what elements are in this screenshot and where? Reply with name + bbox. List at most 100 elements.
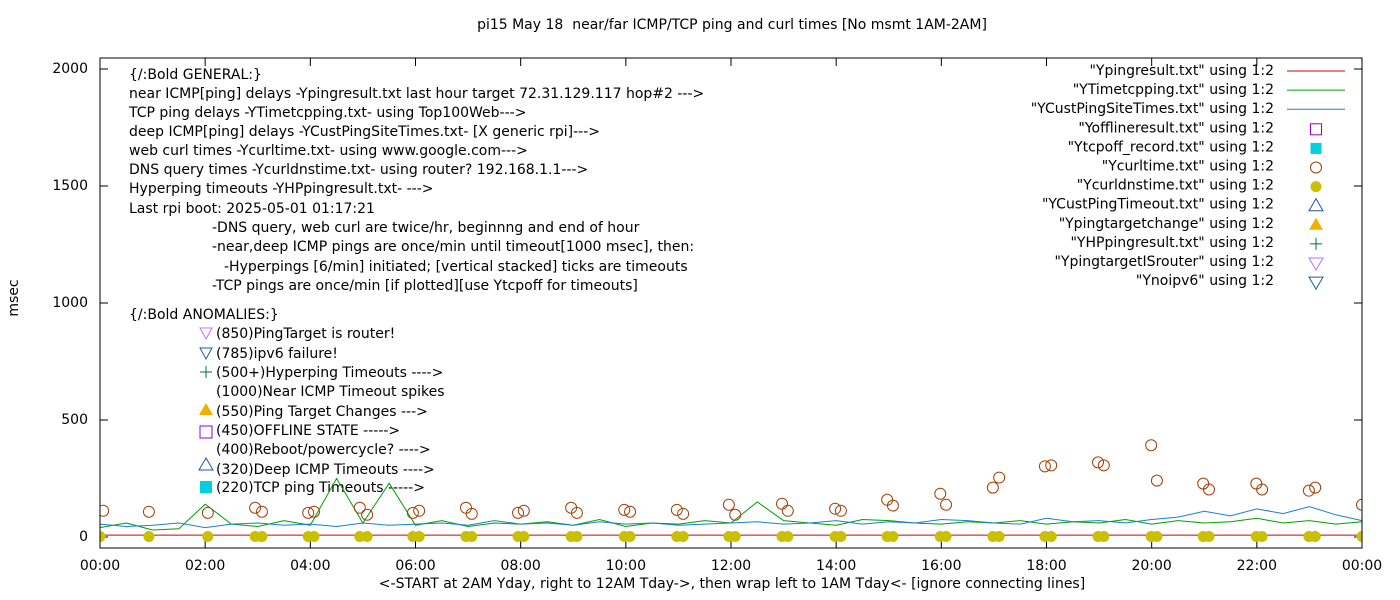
x-tick-label: 02:00 bbox=[185, 558, 225, 574]
data-point bbox=[142, 505, 155, 518]
series-line bbox=[100, 506, 1362, 529]
data-point bbox=[466, 531, 478, 543]
annotation: (1000)Near ICMP Timeout spikes bbox=[216, 384, 445, 400]
annotation: (500+)Hyperping Timeouts ----> bbox=[216, 365, 443, 381]
data-point bbox=[729, 531, 741, 543]
legend-swatch bbox=[1310, 142, 1322, 154]
legend-swatch bbox=[1310, 181, 1322, 193]
data-point bbox=[677, 531, 689, 543]
x-tick-label: 18:00 bbox=[1026, 558, 1066, 574]
data-point bbox=[512, 506, 525, 519]
data-point bbox=[624, 531, 636, 543]
data-point bbox=[255, 505, 268, 518]
data-point bbox=[835, 531, 847, 543]
data-point bbox=[413, 531, 425, 543]
x-tick-label: 00:00 bbox=[1342, 558, 1382, 574]
data-point bbox=[100, 504, 110, 517]
data-point bbox=[940, 498, 953, 511]
annotation: DNS query times -Ycurldnstime.txt- using… bbox=[129, 162, 588, 178]
icon-router bbox=[199, 327, 213, 341]
legend-label: "Ypingtargetchange" using 1:2 bbox=[1059, 216, 1274, 232]
annotation: near ICMP[ping] delays -Ypingresult.txt … bbox=[129, 86, 704, 102]
data-point bbox=[887, 531, 899, 543]
legend-swatch bbox=[1310, 237, 1322, 250]
data-point bbox=[834, 504, 847, 517]
data-point bbox=[249, 501, 262, 514]
annotation: (785)ipv6 failure! bbox=[216, 346, 338, 362]
data-point bbox=[722, 498, 735, 511]
legend-label: "YHPpingresult.txt" using 1:2 bbox=[1070, 235, 1274, 251]
legend: "Ypingresult.txt" using 1:2 "YTimetcpping… bbox=[1031, 63, 1345, 291]
annotation: -Hyperpings [6/min] initiated; [vertical… bbox=[224, 259, 688, 275]
data-point bbox=[1092, 456, 1105, 469]
annotation: {/:Bold ANOMALIES:} bbox=[129, 307, 279, 323]
data-point bbox=[1356, 531, 1362, 543]
data-point bbox=[677, 507, 690, 520]
data-point bbox=[353, 501, 366, 514]
data-point bbox=[618, 503, 631, 516]
legend-swatch bbox=[1308, 197, 1324, 212]
data-point bbox=[570, 506, 583, 519]
legend-swatch bbox=[1308, 257, 1324, 271]
x-tick-label: 04:00 bbox=[290, 558, 330, 574]
annotation: (320)Deep ICMP Timeouts ----> bbox=[216, 462, 435, 478]
y-tick-label: 1500 bbox=[52, 178, 88, 194]
data-point bbox=[986, 481, 999, 494]
legend-label: "YCustPingSiteTimes.txt" using 1:2 bbox=[1031, 101, 1274, 117]
legend-label: "YCustPingTimeout.txt" using 1:2 bbox=[1042, 197, 1274, 213]
icon-deep-timeout bbox=[198, 457, 214, 471]
data-point bbox=[670, 503, 683, 516]
data-point bbox=[308, 531, 320, 543]
legend-label: "Ynoipv6" using 1:2 bbox=[1136, 273, 1274, 289]
data-point bbox=[1256, 483, 1269, 496]
y-tick-label: 2000 bbox=[52, 61, 88, 77]
data-point bbox=[406, 506, 419, 519]
x-tick-label: 22:00 bbox=[1237, 558, 1277, 574]
annotation: {/:Bold GENERAL:} bbox=[129, 67, 262, 83]
data-point bbox=[781, 504, 794, 517]
x-tick-label: 16:00 bbox=[921, 558, 961, 574]
icon-offline bbox=[199, 425, 213, 439]
legend-label: "Ypingresult.txt" using 1:2 bbox=[1089, 63, 1274, 79]
legend-label: "Ycurltime.txt" using 1:2 bbox=[1102, 159, 1274, 175]
x-tick-label: 10:00 bbox=[606, 558, 646, 574]
annotation: TCP ping delays -YTimetcpping.txt- using… bbox=[128, 105, 526, 121]
y-axis-label: msec bbox=[6, 279, 22, 316]
legend-label: "Ycurldnstime.txt" using 1:2 bbox=[1077, 178, 1274, 194]
data-point bbox=[886, 499, 899, 512]
data-point bbox=[201, 506, 214, 519]
data-point bbox=[1302, 484, 1315, 497]
annotation: -DNS query, web curl are twice/hr, begin… bbox=[212, 220, 640, 236]
data-point bbox=[413, 504, 426, 517]
data-point bbox=[1356, 498, 1362, 511]
data-point bbox=[1256, 531, 1268, 543]
annotation-icons bbox=[198, 327, 214, 493]
icon-ipv6 bbox=[199, 347, 213, 361]
data-point bbox=[1097, 459, 1110, 472]
x-tick-label: 20:00 bbox=[1131, 558, 1171, 574]
legend-swatch bbox=[1310, 123, 1322, 136]
icon-target-change bbox=[199, 403, 213, 415]
plot-area bbox=[100, 439, 1362, 543]
data-point bbox=[361, 508, 374, 521]
y-tick-label: 500 bbox=[61, 412, 88, 428]
data-point bbox=[624, 505, 637, 518]
data-point bbox=[517, 504, 530, 517]
x-axis-label: <-START at 2AM Yday, right to 12AM Tday-… bbox=[379, 576, 1085, 592]
annotation: web curl times -Ycurltime.txt- using www… bbox=[129, 143, 528, 159]
x-tick-label: 00:00 bbox=[80, 558, 120, 574]
x-tick-label: 06:00 bbox=[395, 558, 435, 574]
legend-swatch bbox=[1310, 161, 1322, 174]
annotation: (850)PingTarget is router! bbox=[216, 326, 395, 342]
icon-hyperping bbox=[200, 366, 212, 378]
data-point bbox=[1098, 531, 1110, 543]
data-point bbox=[993, 471, 1006, 484]
data-point bbox=[1203, 531, 1215, 543]
x-tick-label: 12:00 bbox=[711, 558, 751, 574]
data-point bbox=[302, 506, 315, 519]
annotation: Last rpi boot: 2025-05-01 01:17:21 bbox=[129, 201, 375, 217]
data-point bbox=[782, 531, 794, 543]
plot-frame bbox=[99, 57, 1363, 549]
data-point bbox=[1309, 481, 1322, 494]
